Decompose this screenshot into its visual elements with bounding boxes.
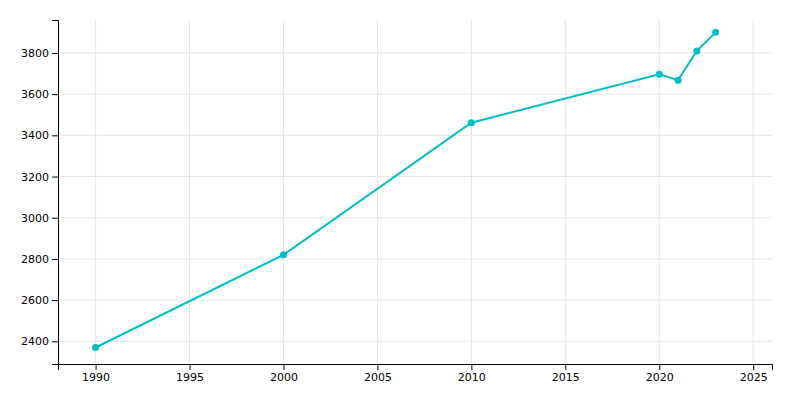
grid-line-y (58, 135, 772, 136)
y-axis-tick: 3600 (21, 88, 58, 101)
line (96, 32, 716, 347)
chart: 1990 1995 2000 2005 2010 2015 2020 2025 2400 2600… (0, 0, 800, 400)
x-axis-tick-label: 1995 (176, 371, 204, 384)
y-axis-tick-mark (52, 53, 58, 54)
grid-line-y (58, 52, 772, 53)
y-axis-tick: 3200 (21, 171, 58, 184)
y-axis-tick-label: 2800 (21, 253, 49, 266)
grid-line-y (58, 94, 772, 95)
x-axis-tick-mark (96, 364, 97, 370)
x-axis-tick: 2000 (270, 364, 298, 384)
point (693, 47, 700, 54)
y-axis-tick-label: 3600 (21, 88, 49, 101)
x-axis-tick-label: 2015 (552, 371, 580, 384)
y-axis-tick-label: 3000 (21, 212, 49, 225)
grid-line-y (58, 341, 772, 342)
y-axis-tick-mark (52, 218, 58, 219)
grid-line-x (189, 20, 190, 364)
x-axis-tick: 2010 (458, 364, 486, 384)
x-axis-tick-mark (753, 364, 754, 370)
x-axis-tick-label: 2005 (364, 371, 392, 384)
x-axis-domain (59, 365, 773, 371)
y-axis-tick-mark (52, 341, 58, 342)
x-axis-tick: 2025 (740, 364, 768, 384)
y-axis-tick: 2600 (21, 294, 58, 307)
grid-line-y (58, 176, 772, 177)
x-axis-tick-mark (377, 364, 378, 370)
y-axis-tick-label: 2600 (21, 294, 49, 307)
y-axis: 2400 2600 2800 3000 3200 3400 3600 3800 (21, 21, 59, 365)
y-axis-tick-label: 3400 (21, 129, 49, 142)
x-axis-tick-mark (565, 364, 566, 370)
point (468, 119, 475, 126)
plot-area (92, 29, 719, 351)
grid-line-y (58, 258, 772, 259)
y-axis-tick-mark (52, 177, 58, 178)
x-axis-tick-mark (471, 364, 472, 370)
grid-line-x (471, 20, 472, 364)
y-axis-tick: 3000 (21, 212, 58, 225)
grid-line-x (753, 20, 754, 364)
x-axis-tick-label: 2010 (458, 371, 486, 384)
y-axis-tick-mark (52, 259, 58, 260)
x-axis-tick-label: 2000 (270, 371, 298, 384)
y-axis-tick-label: 3800 (21, 47, 49, 60)
point (92, 344, 99, 351)
x-axis-tick-label: 2025 (740, 371, 768, 384)
x-axis-tick: 2020 (646, 364, 674, 384)
y-axis-tick-label: 2400 (21, 335, 49, 348)
y-axis-tick: 2800 (21, 253, 58, 266)
y-axis-tick: 3800 (21, 47, 58, 60)
grid-line-x (283, 20, 284, 364)
grid-line-y (58, 217, 772, 218)
x-axis-tick: 1995 (176, 364, 204, 384)
y-axis-domain (52, 21, 59, 365)
x-axis-tick-label: 1990 (82, 371, 110, 384)
y-axis-tick: 3400 (21, 129, 58, 142)
y-axis-tick-label: 3200 (21, 171, 49, 184)
x-axis: 1990 1995 2000 2005 2010 2015 2020 2025 (59, 364, 773, 384)
x-axis-tick: 2005 (364, 364, 392, 384)
x-axis-tick-mark (283, 364, 284, 370)
point (656, 71, 663, 78)
point (712, 29, 719, 36)
x-axis-tick-mark (659, 364, 660, 370)
y-axis-tick-mark (52, 300, 58, 301)
x-axis-tick: 2015 (552, 364, 580, 384)
grid-line-x (565, 20, 566, 364)
y-axis-tick: 2400 (21, 335, 58, 348)
point (280, 251, 287, 258)
grid (58, 20, 772, 364)
point (675, 77, 682, 84)
y-axis-tick-mark (52, 135, 58, 136)
grid-line-y (58, 300, 772, 301)
x-axis-tick: 1990 (82, 364, 110, 384)
grid-line-x (377, 20, 378, 364)
x-axis-tick-label: 2020 (646, 371, 674, 384)
grid-line-x (95, 20, 96, 364)
y-axis-tick-mark (52, 94, 58, 95)
x-axis-tick-mark (190, 364, 191, 370)
